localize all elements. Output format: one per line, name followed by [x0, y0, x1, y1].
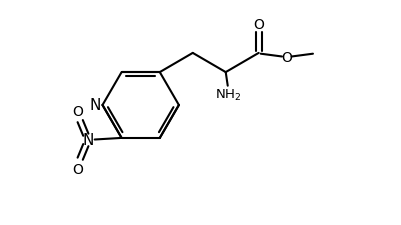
- Text: N: N: [89, 98, 101, 113]
- Text: O: O: [72, 105, 83, 119]
- Text: O: O: [72, 162, 83, 176]
- Text: O: O: [281, 51, 292, 65]
- Text: O: O: [253, 18, 263, 32]
- Text: NH$_2$: NH$_2$: [215, 88, 241, 103]
- Text: N: N: [83, 133, 94, 148]
